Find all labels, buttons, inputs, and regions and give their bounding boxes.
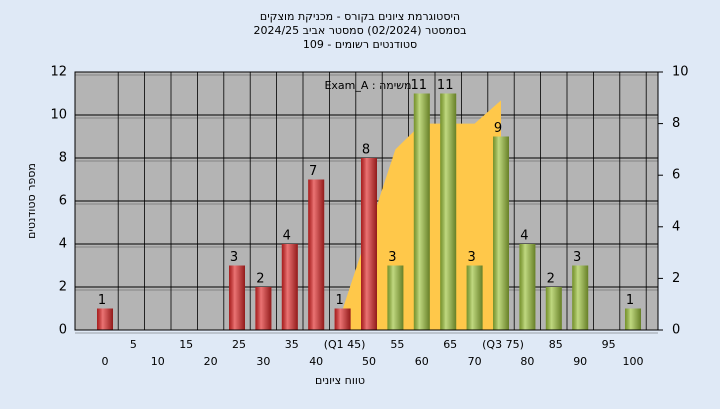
x-tick-label: (Q1 45) <box>324 338 366 351</box>
data-label: 2 <box>547 272 555 287</box>
y2-tick-label: 10 <box>672 65 689 80</box>
data-label: 8 <box>362 143 370 158</box>
y-tick-label: 2 <box>59 280 67 295</box>
x-tick-label: 5 <box>130 338 137 351</box>
y2-tick-label: 4 <box>672 219 680 234</box>
x-tick-label: 80 <box>520 355 534 368</box>
x-tick-label: 50 <box>362 355 376 368</box>
bar-shade <box>308 179 325 330</box>
bar-shade <box>361 158 377 330</box>
y2-tick-label: 2 <box>672 271 680 286</box>
x-tick-label: 15 <box>179 338 193 351</box>
y-tick-label: 8 <box>59 151 67 166</box>
y2-tick-label: 0 <box>672 323 680 338</box>
y2-tick-label: 6 <box>672 168 680 183</box>
x-tick-label: 0 <box>102 355 109 368</box>
bar-shade <box>281 244 298 330</box>
data-label: 3 <box>230 250 238 265</box>
title-line: היסטוגרמת ציונים בקורס - מכניקת מוצקים <box>260 10 460 23</box>
data-label: 2 <box>256 272 264 287</box>
y-tick-label: 10 <box>50 108 67 123</box>
bar-shade <box>493 136 509 330</box>
y-tick-label: 6 <box>59 194 67 209</box>
x-tick-label: 25 <box>232 338 246 351</box>
data-label: 7 <box>309 164 317 179</box>
bar-shade <box>466 265 483 330</box>
y2-tick-label: 8 <box>672 116 680 131</box>
data-label: 3 <box>388 250 396 265</box>
bar-shade <box>334 308 351 330</box>
bar-shade <box>229 265 245 330</box>
x-tick-label: (Q3 75) <box>482 338 524 351</box>
bar-shade <box>572 265 589 330</box>
bar-shade <box>440 93 457 330</box>
data-label: 4 <box>283 229 291 244</box>
y-axis-label: מספר סטודנטים <box>25 163 38 239</box>
data-label: 3 <box>573 250 581 265</box>
x-tick-label: 35 <box>285 338 299 351</box>
x-tick-label: 20 <box>204 355 218 368</box>
bar-shade <box>255 287 272 330</box>
bar-shade <box>625 308 641 330</box>
data-label: 4 <box>520 229 528 244</box>
x-tick-label: 85 <box>549 338 563 351</box>
x-tick-label: 55 <box>390 338 404 351</box>
x-tick-label: 70 <box>468 355 482 368</box>
bar-shade <box>97 308 113 330</box>
bar-shade <box>413 93 430 330</box>
bar-shade <box>519 244 536 330</box>
annotation: משימה : Exam_A <box>324 79 411 92</box>
x-axis-label: טווח ציונים <box>315 374 365 387</box>
x-tick-label: 30 <box>256 355 270 368</box>
y-tick-label: 4 <box>59 237 67 252</box>
data-label: 11 <box>411 78 428 93</box>
bar-shade <box>387 265 404 330</box>
data-label: 11 <box>437 78 454 93</box>
data-label: 1 <box>335 293 343 308</box>
data-label: 1 <box>626 293 634 308</box>
x-tick-label: 60 <box>415 355 429 368</box>
title-line: בסמסטר (02/2024) סמסטר אביב 2024/25 <box>253 24 466 37</box>
data-label: 1 <box>98 293 106 308</box>
data-label: 9 <box>494 121 502 136</box>
x-tick-label: 40 <box>309 355 323 368</box>
x-tick-label: 65 <box>443 338 457 351</box>
y-tick-label: 12 <box>50 65 67 80</box>
plot-border <box>74 71 659 331</box>
x-tick-label: 95 <box>602 338 616 351</box>
x-tick-label: 10 <box>151 355 165 368</box>
x-tick-label: 100 <box>623 355 644 368</box>
y-tick-label: 0 <box>59 323 67 338</box>
x-tick-label: 90 <box>573 355 587 368</box>
bar-shade <box>545 287 562 330</box>
title-line: סטודנטים רשומים - 109 <box>303 38 417 51</box>
data-label: 3 <box>467 250 475 265</box>
